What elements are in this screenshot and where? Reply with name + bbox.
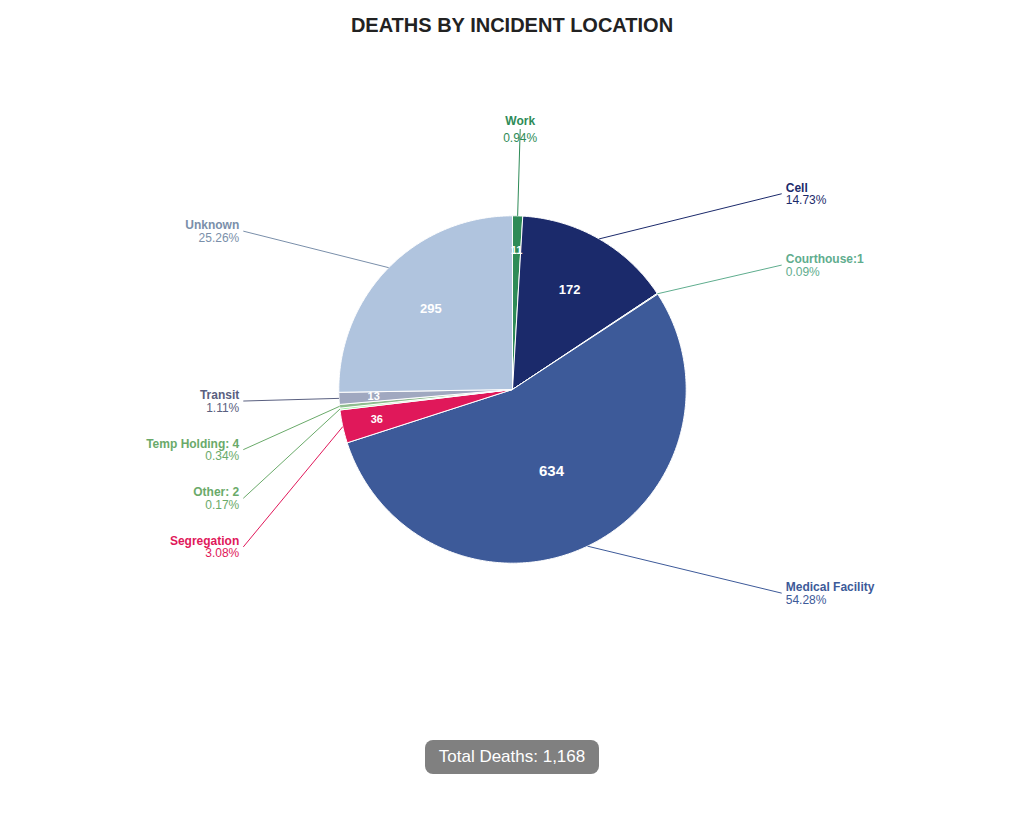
svg-text:Cell: Cell <box>785 180 808 195</box>
svg-text:0.34%: 0.34% <box>205 449 239 463</box>
svg-text:634: 634 <box>539 462 565 479</box>
svg-text:Courthouse:1: Courthouse:1 <box>785 252 864 267</box>
svg-text:Segregation: Segregation <box>169 533 240 548</box>
svg-text:Work: Work <box>505 114 535 128</box>
svg-text:1.11%: 1.11% <box>206 401 239 415</box>
svg-text:11: 11 <box>511 244 523 256</box>
html-text:DEATHS BY INCIDENT LOCATION: DEATHS BY INCIDENT LOCATION <box>350 14 674 36</box>
svg-text:25.26%: 25.26% <box>199 231 240 245</box>
svg-text:172: 172 <box>559 282 581 297</box>
svg-text:0.09%: 0.09% <box>786 265 820 279</box>
html-text:Total Deaths: 1,168: Total Deaths: 1,168 <box>438 747 586 766</box>
svg-text:Unknown: Unknown <box>185 218 240 233</box>
svg-text:Temp Holding: 4: Temp Holding: 4 <box>146 436 240 451</box>
svg-text:Medical Facility: Medical Facility <box>785 580 875 595</box>
svg-text:Transit: Transit <box>199 388 240 402</box>
svg-text:3.08%: 3.08% <box>205 546 239 560</box>
svg-text:36: 36 <box>371 413 383 425</box>
svg-text:14.73%: 14.73% <box>786 193 827 207</box>
svg-text:295: 295 <box>420 301 442 316</box>
svg-text:54.28%: 54.28% <box>786 593 827 607</box>
svg-text:0.94%: 0.94% <box>503 131 537 145</box>
svg-text:13: 13 <box>368 390 380 402</box>
svg-text:Other: 2: Other: 2 <box>193 485 240 500</box>
svg-text:0.17%: 0.17% <box>205 498 239 512</box>
